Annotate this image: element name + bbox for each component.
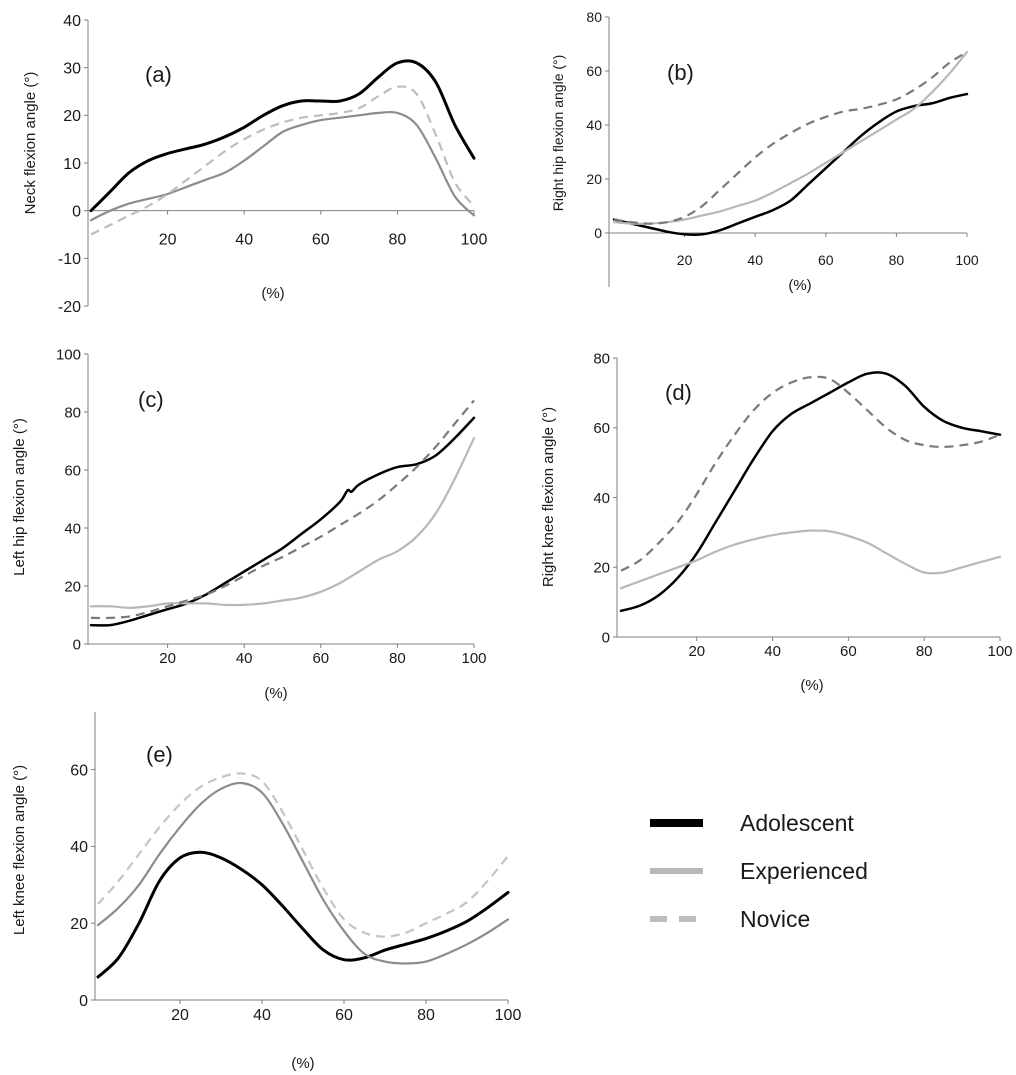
panel-d-x-tick-label: 20 xyxy=(688,643,705,660)
panel-b-y-tick-label: 0 xyxy=(594,225,602,241)
panel-b-series-novice xyxy=(613,51,968,225)
panel-c-left-hip-flexion: (c) Left hip flexion angle (°) (%) 0 20 40… xyxy=(11,346,487,702)
panel-e-x-tick-label: 40 xyxy=(253,1007,271,1024)
panel-a-y-tick-label: 10 xyxy=(63,156,81,173)
panel-e-label: (e) xyxy=(146,742,173,767)
panel-b-x-tick-label: 40 xyxy=(747,252,763,268)
panel-c-y-axis-label: Left hip flexion angle (°) xyxy=(11,418,28,576)
panel-b-series-adolescent xyxy=(612,92,969,236)
panel-b-y-tick-label: 80 xyxy=(586,9,602,25)
panel-e-y-tick-label: 40 xyxy=(70,839,88,856)
panel-a-y-tick-label: -10 xyxy=(58,251,81,268)
legend: Adolescent Experienced Novice xyxy=(650,810,868,932)
panel-a-neck-flexion: (a) Neck flexion angle (°) (%) -20 -10 0 10… xyxy=(22,13,487,316)
panel-a-y-tick-label: 0 xyxy=(72,203,81,220)
panel-b-x-tick-label: 80 xyxy=(889,252,905,268)
panel-e-left-knee-flexion: (e) Left knee flexion angle (°) (%) 0 20 4… xyxy=(11,712,521,1072)
panel-d-x-tick-label: 60 xyxy=(840,643,857,660)
panel-d-x-tick-label: 80 xyxy=(916,643,933,660)
panel-a-x-tick-label: 100 xyxy=(461,232,488,249)
panel-a-y-tick-label: 30 xyxy=(63,60,81,77)
panel-c-x-tick-label: 20 xyxy=(159,650,176,667)
panel-e-series-adolescent xyxy=(96,850,510,979)
panel-c-series-adolescent xyxy=(89,416,476,627)
panel-a-x-tick-label: 60 xyxy=(312,232,330,249)
panel-d-series-adolescent xyxy=(619,371,1002,613)
panel-d-series-novice xyxy=(620,375,1001,572)
panel-d-y-tick-label: 20 xyxy=(593,560,610,577)
panel-e-x-tick-label: 100 xyxy=(495,1007,522,1024)
panel-a-x-tick-label: 40 xyxy=(235,232,253,249)
panel-c-y-tick-label: 40 xyxy=(64,520,81,537)
panel-c-y-tick-label: 20 xyxy=(64,578,81,595)
panel-a-x-tick-label: 80 xyxy=(389,232,407,249)
panel-e-y-tick-label: 20 xyxy=(70,916,88,933)
panel-a-y-axis-label: Neck flexion angle (°) xyxy=(22,72,39,215)
panel-b-x-tick-label: 60 xyxy=(818,252,834,268)
panel-d-y-tick-label: 60 xyxy=(593,420,610,437)
panel-c-y-tick-label: 80 xyxy=(64,404,81,421)
panel-c-x-axis-label: (%) xyxy=(264,685,287,702)
panel-e-y-axis-label: Left knee flexion angle (°) xyxy=(11,765,28,935)
panel-e-y-tick-label: 0 xyxy=(79,993,88,1010)
legend-label-adolescent: Adolescent xyxy=(740,810,854,836)
panel-b-x-axis-label: (%) xyxy=(788,277,811,294)
panel-c-x-tick-label: 60 xyxy=(312,650,329,667)
panel-d-y-tick-label: 0 xyxy=(602,629,610,646)
panel-b-right-hip-flexion: (b) Right hip flexion angle (°) (%) 0 20 4… xyxy=(550,9,979,294)
panel-d-x-tick-label: 40 xyxy=(764,643,781,660)
panel-a-y-tick-label: 40 xyxy=(63,13,81,30)
panel-c-label: (c) xyxy=(138,387,164,412)
legend-label-novice: Novice xyxy=(740,906,810,932)
panel-a-y-tick-label: 20 xyxy=(63,108,81,125)
panel-b-label: (b) xyxy=(667,60,694,85)
panel-e-series-novice xyxy=(97,772,509,938)
panel-b-x-tick-label: 20 xyxy=(677,252,693,268)
panel-a-y-tick-label: -20 xyxy=(58,299,81,316)
panel-d-label: (d) xyxy=(665,380,692,405)
panel-c-y-tick-label: 100 xyxy=(56,346,81,363)
panel-c-x-tick-label: 40 xyxy=(236,650,253,667)
panel-e-y-tick-label: 60 xyxy=(70,762,88,779)
panel-b-series-experienced xyxy=(612,51,969,225)
panel-b-y-tick-label: 60 xyxy=(586,63,602,79)
panel-c-y-tick-label: 0 xyxy=(73,636,81,653)
legend-label-experienced: Experienced xyxy=(740,858,868,884)
panel-a-x-tick-label: 20 xyxy=(159,232,177,249)
panel-d-series-experienced xyxy=(619,529,1002,590)
panel-d-right-knee-flexion: (d) Right knee flexion angle (°) (%) 0 20… xyxy=(540,350,1013,694)
panel-a-series-experienced xyxy=(89,110,476,222)
panel-e-x-tick-label: 60 xyxy=(335,1007,353,1024)
panel-c-series-novice xyxy=(90,399,475,620)
panel-b-x-tick-label: 100 xyxy=(955,252,979,268)
panel-d-y-tick-label: 80 xyxy=(593,350,610,367)
panel-c-x-tick-label: 80 xyxy=(389,650,406,667)
panel-a-x-axis-label: (%) xyxy=(261,285,284,302)
panel-e-series-experienced xyxy=(96,781,510,965)
panel-c-y-tick-label: 60 xyxy=(64,462,81,479)
panel-b-y-tick-label: 20 xyxy=(586,171,602,187)
panel-b-y-axis-label: Right hip flexion angle (°) xyxy=(550,55,566,212)
panel-d-y-axis-label: Right knee flexion angle (°) xyxy=(540,407,557,587)
panel-a-label: (a) xyxy=(145,62,172,87)
panel-a-series-adolescent xyxy=(89,59,476,213)
panel-d-y-tick-label: 40 xyxy=(593,490,610,507)
panel-d-x-tick-label: 100 xyxy=(987,643,1012,660)
panel-d-x-axis-label: (%) xyxy=(800,677,823,694)
panel-e-x-tick-label: 20 xyxy=(171,1007,189,1024)
panel-c-series-experienced xyxy=(89,437,476,609)
panel-e-x-axis-label: (%) xyxy=(291,1055,314,1072)
panel-b-y-tick-label: 40 xyxy=(586,117,602,133)
panel-c-x-tick-label: 100 xyxy=(461,650,486,667)
panel-e-x-tick-label: 80 xyxy=(417,1007,435,1024)
